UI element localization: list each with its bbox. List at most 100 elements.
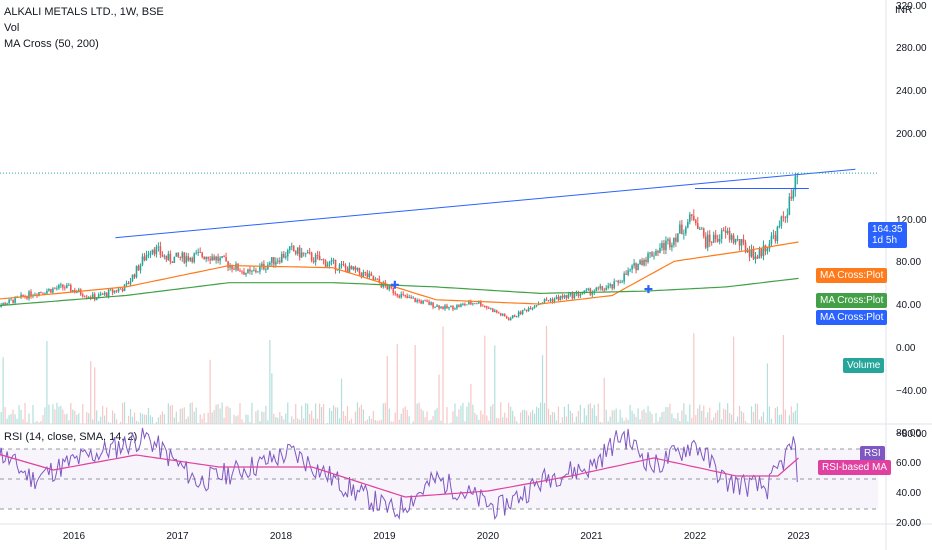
volume-bar xyxy=(46,340,48,424)
candle-body xyxy=(81,294,84,297)
candle-body xyxy=(430,302,432,305)
ma-cross-indicator-label[interactable]: MA Cross (50, 200) xyxy=(4,38,99,50)
candle-body xyxy=(113,290,116,293)
volume-bar xyxy=(237,415,239,424)
volume-bar xyxy=(537,407,540,424)
volume-bar xyxy=(78,413,80,424)
volume-bar xyxy=(350,418,353,424)
candle-body xyxy=(720,230,723,240)
volume-bar xyxy=(326,422,329,424)
volume-bar xyxy=(133,412,136,424)
volume-indicator-label[interactable]: Vol xyxy=(4,22,20,34)
candle-body xyxy=(511,315,514,319)
symbol-title[interactable]: ALKALI METALS LTD., 1W, BSE xyxy=(4,6,164,18)
candle-body xyxy=(40,292,42,293)
candle-body xyxy=(653,255,655,257)
volume-bar xyxy=(145,414,148,424)
volume-bar xyxy=(173,417,175,424)
volume-bar xyxy=(102,405,104,424)
candle-body xyxy=(352,266,355,270)
candle-body xyxy=(282,254,285,258)
candle-body xyxy=(261,263,263,267)
volume-bar xyxy=(68,420,70,424)
candle-body xyxy=(298,247,301,258)
volume-bar xyxy=(161,411,163,424)
candle-body xyxy=(97,294,100,298)
volume-bar xyxy=(579,404,581,424)
candle-body xyxy=(667,239,669,241)
candle-body xyxy=(579,294,582,296)
candle-body xyxy=(474,303,476,305)
volume-bar xyxy=(64,414,66,424)
volume-bar xyxy=(394,412,396,424)
candle-body xyxy=(235,263,237,270)
candle-body xyxy=(225,257,227,262)
volume-bar xyxy=(577,410,579,424)
candle-body xyxy=(348,265,351,274)
last-price-tag: 164.35 1d 5h xyxy=(868,222,907,248)
candle-body xyxy=(177,252,180,257)
volume-bar xyxy=(529,412,532,424)
candle-body xyxy=(647,253,649,262)
candle-body xyxy=(748,250,751,257)
candle-body xyxy=(742,239,745,243)
candle-body xyxy=(724,230,727,233)
rsi-line xyxy=(0,427,798,521)
volume-bar xyxy=(309,413,311,424)
candle-body xyxy=(557,296,560,301)
volume-bar xyxy=(723,408,725,424)
volume-bar xyxy=(362,409,365,424)
volume-bar xyxy=(239,403,241,424)
volume-bar xyxy=(60,405,62,424)
volume-bar xyxy=(633,413,635,424)
volume-bar xyxy=(22,419,24,424)
volume-bar xyxy=(277,417,279,424)
price-tick-label: 240.00 xyxy=(896,86,927,98)
volume-bar xyxy=(649,411,651,424)
volume-bar xyxy=(155,422,158,424)
volume-bar xyxy=(512,410,514,424)
volume-bar xyxy=(211,412,213,424)
candle-body xyxy=(93,294,96,300)
volume-bar xyxy=(195,407,197,424)
candle-body xyxy=(28,291,30,299)
candle-body xyxy=(360,273,363,277)
volume-bar xyxy=(418,402,420,424)
volume-bar xyxy=(251,402,253,424)
candle-body xyxy=(691,214,693,216)
candle-body xyxy=(754,256,757,260)
volume-bar xyxy=(470,383,472,424)
volume-bar xyxy=(611,410,613,424)
candle-body xyxy=(165,255,168,260)
volume-bar xyxy=(330,410,333,424)
volume-bar xyxy=(319,403,321,424)
candle-body xyxy=(2,303,4,306)
volume-bar xyxy=(70,402,72,424)
volume-bar xyxy=(129,409,132,424)
candle-body xyxy=(77,289,80,293)
candle-body xyxy=(181,252,184,258)
candle-body xyxy=(706,234,709,248)
volume-bar xyxy=(406,409,408,424)
volume-bar xyxy=(756,403,759,424)
volume-bar xyxy=(30,423,32,424)
volume-bar xyxy=(693,333,695,424)
candle-body xyxy=(613,281,615,289)
volume-bar xyxy=(307,403,309,424)
candle-body xyxy=(480,301,482,306)
volume-bar xyxy=(34,422,36,424)
volume-bar xyxy=(275,417,277,424)
candle-body xyxy=(273,257,275,265)
chart-legend: ALKALI METALS LTD., 1W, BSE Vol MA Cross… xyxy=(4,4,164,52)
rsi-indicator-label[interactable]: RSI (14, close, SMA, 14, 2) xyxy=(4,431,138,443)
volume-bar xyxy=(285,413,287,424)
volume-bar xyxy=(557,406,560,424)
volume-bar xyxy=(261,411,263,424)
rsi-ma-tag: RSI-based MA xyxy=(818,460,892,475)
volume-bar xyxy=(573,422,575,424)
volume-bar xyxy=(719,402,721,424)
volume-bar xyxy=(92,419,94,424)
candle-body xyxy=(366,272,369,278)
volume-bar xyxy=(289,422,291,424)
